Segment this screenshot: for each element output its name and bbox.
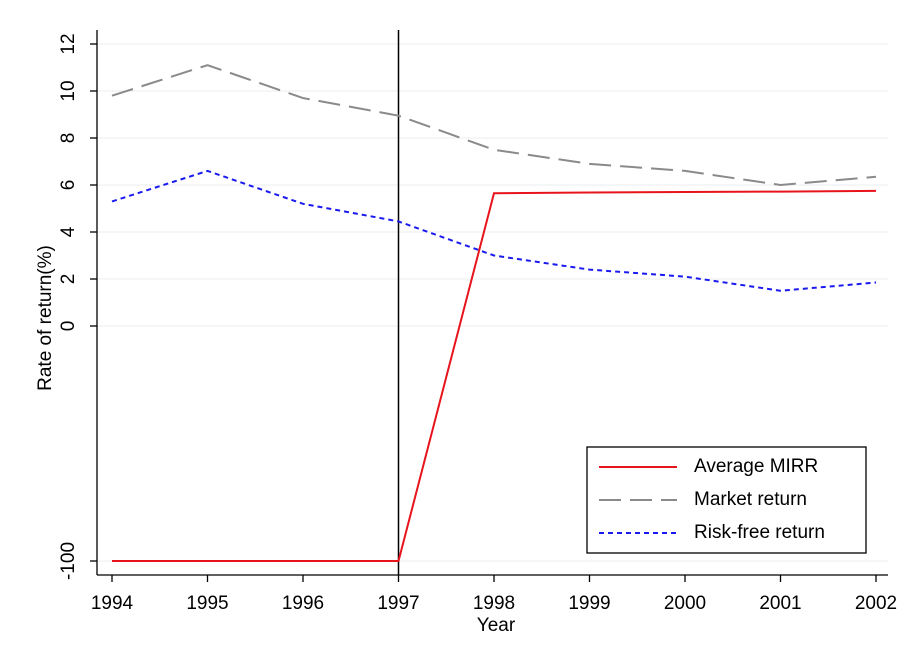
- legend-label: Risk-free return: [694, 522, 825, 543]
- series-line: [111, 64, 877, 187]
- series-line: [111, 169, 877, 292]
- y-tick-label: 0: [58, 321, 79, 332]
- legend-label: Average MIRR: [694, 456, 818, 477]
- x-tick-label: 1999: [568, 593, 610, 614]
- y-tick-label: 2: [58, 274, 79, 285]
- y-tick-label: 8: [58, 133, 79, 144]
- x-tick-label: 1995: [186, 593, 228, 614]
- y-tick-label: 4: [58, 226, 79, 237]
- x-tick-label: 1997: [377, 593, 419, 614]
- legend-label: Market return: [694, 489, 807, 510]
- series-line: [112, 189, 877, 562]
- x-axis-title: Year: [477, 615, 516, 636]
- x-tick-label: 2001: [759, 593, 801, 614]
- x-tick-label: 1996: [282, 593, 324, 614]
- y-axis-title: Rate of return(%): [35, 245, 56, 391]
- y-tick-label: 6: [58, 180, 79, 191]
- y-tick-label: -100: [58, 542, 79, 580]
- y-tick-label: 10: [58, 80, 79, 101]
- x-tick-label: 2000: [664, 593, 706, 614]
- x-tick-label: 1994: [91, 593, 134, 614]
- y-tick-label: 12: [58, 33, 79, 54]
- x-tick-label: 1998: [473, 593, 515, 614]
- x-tick-label: 2002: [855, 593, 897, 614]
